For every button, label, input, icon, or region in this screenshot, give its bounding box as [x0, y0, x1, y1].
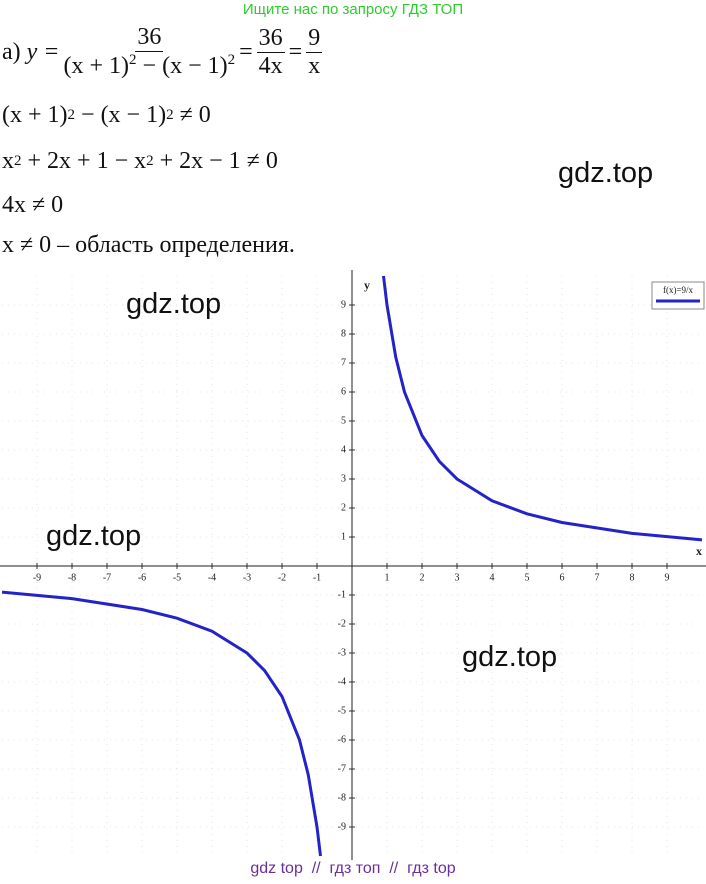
math: (x + 1)	[63, 53, 130, 79]
banner: Ищите нас по запросу ГДЗ ТОП	[242, 1, 464, 18]
exponent: 2	[166, 107, 174, 123]
y-tick-label: -2	[338, 618, 346, 629]
fraction: 36 (x + 1)2 − (x − 1)2	[64, 24, 236, 80]
footer-link: gdz top	[250, 860, 303, 877]
math: − (x − 1)	[75, 102, 167, 128]
math: − (x − 1)	[136, 53, 228, 79]
y-tick-label: 3	[341, 473, 346, 484]
watermark: gdz.top	[46, 520, 142, 552]
x-tick-label: -4	[208, 572, 216, 583]
y-tick-label: 9	[341, 299, 346, 310]
footer-link: //	[311, 860, 321, 877]
y-tick-label: -1	[338, 589, 346, 600]
x-tick-label: 5	[525, 572, 530, 583]
y-tick-label: 1	[341, 531, 346, 542]
x-tick-label: -5	[173, 572, 181, 583]
watermark: gdz.top	[462, 641, 558, 673]
legend-box	[651, 281, 705, 310]
watermark: gdz.top	[126, 288, 222, 320]
x-tick-label: 1	[385, 572, 390, 583]
footer-link: //	[389, 860, 399, 877]
exponent: 2	[146, 153, 154, 169]
exponent: 2	[67, 107, 76, 123]
watermark: gdz.top	[558, 157, 654, 189]
math: =	[288, 38, 303, 65]
x-tick-label: -8	[68, 572, 76, 583]
x-tick-label: 3	[455, 572, 460, 583]
math: x	[2, 148, 14, 174]
x-tick-label: 6	[560, 572, 565, 583]
numerator: 36	[135, 24, 164, 52]
y-tick-label: 8	[341, 328, 346, 339]
item-label: а)	[2, 38, 21, 65]
footer-link: гдз top	[407, 860, 456, 877]
x-tick-label: -2	[278, 572, 286, 583]
exponent: 2	[129, 52, 137, 68]
math: y =	[26, 38, 60, 65]
y-tick-label: 6	[341, 386, 346, 397]
x-tick-label: 7	[595, 572, 600, 583]
math-line: 4x ≠ 0	[2, 192, 64, 218]
math: + 2x + 1 − x	[21, 148, 147, 174]
exponent: 2	[14, 153, 22, 169]
math: x ≠ 0	[2, 232, 52, 258]
x-tick-label: 4	[490, 572, 495, 583]
y-tick-label: -4	[338, 676, 346, 687]
math: (x + 1)	[2, 102, 68, 128]
legend-label: f(x)=9/x	[663, 285, 694, 295]
math: ≠ 0	[173, 102, 211, 128]
x-axis-label: x	[696, 544, 702, 558]
x-tick-label: -7	[103, 572, 111, 583]
math: + 2x − 1 ≠ 0	[153, 148, 278, 174]
x-tick-label: 8	[630, 572, 635, 583]
x-tick-label: -6	[138, 572, 146, 583]
y-tick-label: -9	[338, 821, 346, 832]
denominator: 4x	[258, 52, 283, 79]
y-tick-label: 2	[341, 502, 346, 513]
y-tick-label: -6	[338, 734, 346, 745]
denominator: (x + 1)2 − (x − 1)2	[64, 52, 236, 80]
y-tick-label: 4	[341, 444, 346, 455]
fraction: 36 4x	[256, 24, 285, 80]
footer: gdz top // гдз топ // гдз top	[0, 860, 706, 878]
y-tick-label: 5	[341, 415, 346, 426]
y-tick-label: 7	[341, 357, 346, 368]
x-tick-label: 2	[420, 572, 425, 583]
denominator: x	[308, 52, 321, 79]
x-tick-label: -9	[33, 572, 41, 583]
graph: -9 -8 -7 -6 -5 -4 -3 -2 -1 1 2 3 4 5 6 7 8 9 -9 -8 -7 -6 -5 -4 -…	[0, 270, 706, 860]
math-line: x ≠ 0 – область определения.	[2, 232, 295, 259]
y-tick-label: -8	[338, 792, 346, 803]
exponent: 2	[227, 52, 236, 68]
numerator: 36	[256, 24, 285, 53]
y-tick-label: -7	[338, 763, 346, 774]
x-tick-label: -3	[243, 572, 251, 583]
footer-link: гдз топ	[329, 860, 381, 877]
numerator: 9	[306, 24, 323, 53]
x-tick-label: 9	[665, 572, 670, 583]
y-axis-label: y	[364, 278, 370, 292]
math-line: (x + 1) 2 − (x − 1) 2 ≠ 0	[2, 102, 211, 129]
x-tick-label: -1	[313, 572, 321, 583]
text: – область определения.	[51, 232, 295, 258]
y-tick-label: -5	[338, 705, 346, 716]
math: =	[239, 38, 253, 65]
y-tick-label: -3	[338, 647, 346, 658]
curve	[1, 275, 703, 857]
